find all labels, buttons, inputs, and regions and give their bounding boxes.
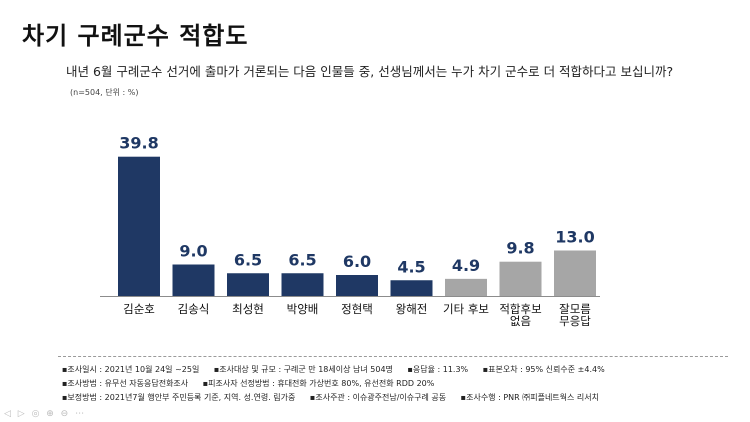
question-text: 내년 6월 구례군수 선거에 출마가 거론되는 다음 인물들 중, 선생님께서는… [66, 64, 674, 79]
footnote-row-1: ▪조사일시 : 2021년 10월 24일 ~25일 ▪조사대상 및 규모 : … [62, 364, 617, 375]
category-label-8: 없음 [510, 314, 531, 328]
footnote-weighting: ▪보정방법 : 2021년7월 행안부 주민등록 기준, 지역. 성.연령. 림… [62, 393, 296, 402]
slide-title: 차기 구례군수 적합도 [22, 22, 249, 50]
bar-3 [227, 273, 269, 296]
value-label-5: 6.0 [343, 252, 371, 271]
bar-chart: 39.8 김순호 9.0 김송식 6.5 최성현 6.5 박양배 6.0 정현택 4.5 왕해전 4.9… [100, 134, 600, 328]
value-label-8: 9.8 [506, 239, 534, 258]
footnote-response-rate: ▪응답율 : 11.3% [407, 365, 469, 374]
value-label-9: 13.0 [555, 228, 594, 247]
value-label-3: 6.5 [234, 250, 262, 269]
footnote-selection: ▪피조사자 선정방법 : 휴대전화 가상번호 80%, 유선전화 RDD 20% [202, 379, 435, 388]
footnote-organizer: ▪조사주관 : 이슈광주전남/이슈구례 공동 [309, 393, 447, 402]
survey-footnotes: ▪조사일시 : 2021년 10월 24일 ~25일 ▪조사대상 및 규모 : … [0, 356, 750, 416]
category-label-4: 박양배 [287, 302, 319, 316]
footnote-divider [58, 356, 728, 357]
footnote-sample: ▪조사대상 및 규모 : 구례군 만 18세이상 남녀 504명 [213, 365, 393, 374]
bar-7 [445, 278, 487, 296]
bar-2 [172, 264, 215, 296]
footnote-row-2: ▪조사방법 : 유무선 자동응답전화조사 ▪피조사자 선정방법 : 휴대전화 가… [62, 378, 446, 389]
bar-5 [336, 275, 378, 296]
category-label-7: 기타 후보 [443, 302, 489, 316]
footnote-method: ▪조사방법 : 유무선 자동응답전화조사 [62, 379, 189, 388]
category-label-8: 적합후보 [499, 302, 541, 316]
category-label-6: 왕해전 [396, 302, 428, 316]
category-label-1: 김순호 [123, 302, 155, 316]
bar-8 [499, 261, 542, 296]
bar-9 [554, 250, 596, 296]
footnote-conductor: ▪조사수행 : PNR ㈜피플네트웍스 리서치 [460, 393, 600, 402]
value-label-4: 6.5 [288, 250, 316, 269]
category-label-3: 최성현 [232, 302, 264, 316]
value-label-7: 4.9 [452, 256, 480, 275]
category-label-9: 잘모름 [559, 302, 591, 316]
bar-4 [281, 273, 324, 296]
value-label-6: 4.5 [397, 257, 425, 276]
category-label-9: 무응답 [559, 314, 591, 328]
sample-note: (n=504, 단위 : %) [70, 88, 139, 97]
bar-1 [118, 156, 160, 296]
category-label-5: 정현택 [341, 302, 373, 316]
category-label-2: 김송식 [178, 302, 210, 316]
value-label-1: 39.8 [119, 134, 158, 153]
footnote-margin-error: ▪표본오차 : 95% 신뢰수준 ±4.4% [482, 365, 605, 374]
footnote-survey-date: ▪조사일시 : 2021년 10월 24일 ~25일 [62, 365, 200, 374]
bar-6 [390, 280, 433, 296]
value-label-2: 9.0 [179, 242, 207, 261]
viewer-nav-icons[interactable]: ◁ ▷ ◎ ⊕ ⊖ ⋯ [4, 409, 87, 419]
footnote-row-3: ▪보정방법 : 2021년7월 행안부 주민등록 기준, 지역. 성.연령. 림… [62, 392, 611, 403]
survey-question: 내년 6월 구례군수 선거에 출마가 거론되는 다음 인물들 중, 선생님께서는… [66, 62, 706, 102]
